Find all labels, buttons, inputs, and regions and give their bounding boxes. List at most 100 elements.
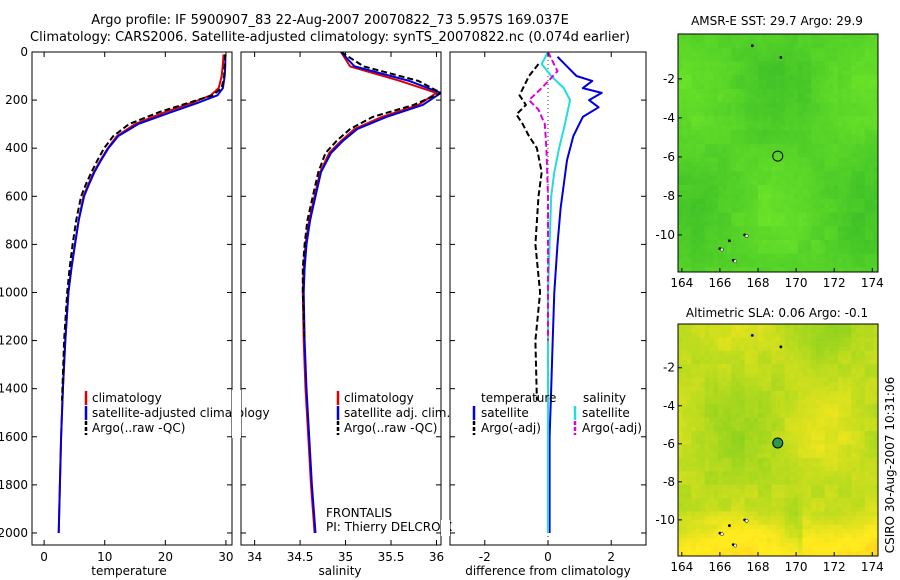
- map-cell: [731, 328, 737, 334]
- map-cell: [802, 102, 808, 108]
- map-cell: [713, 230, 719, 236]
- map-cell: [726, 125, 732, 131]
- map-cell: [766, 70, 772, 76]
- map-cell: [744, 462, 750, 468]
- map-cell: [838, 355, 843, 361]
- map-cell: [851, 373, 857, 378]
- map-cell: [762, 207, 768, 213]
- map-cell: [718, 102, 723, 108]
- map-cell: [682, 529, 688, 535]
- map-cell: [726, 253, 732, 259]
- temperature-series-climatology: [57, 54, 225, 534]
- map-cell: [744, 249, 750, 255]
- map-cell: [731, 267, 737, 273]
- map-cell: [766, 157, 772, 163]
- map-cell: [784, 180, 790, 186]
- map-cell: [829, 435, 834, 441]
- map-cell: [700, 111, 706, 117]
- map-cell: [780, 390, 786, 396]
- map-cell: [784, 98, 790, 104]
- map-cell: [851, 175, 857, 181]
- map-cell: [780, 547, 786, 552]
- map-cell: [740, 134, 746, 140]
- map-cell: [784, 198, 790, 204]
- map-cell: [758, 484, 763, 490]
- map-cell: [731, 533, 737, 539]
- map-cell: [775, 56, 781, 62]
- map-cell: [713, 417, 719, 423]
- map-cell: [735, 520, 741, 526]
- map-cell: [691, 185, 697, 191]
- map-cell: [753, 244, 759, 250]
- map-cell: [700, 489, 706, 494]
- map-cell: [731, 249, 737, 255]
- map-cell: [713, 116, 719, 122]
- map-cell: [713, 130, 719, 136]
- map-cell: [811, 198, 817, 204]
- map-cell: [860, 498, 866, 503]
- map-cell: [842, 153, 848, 158]
- map-cell: [726, 134, 732, 140]
- map-cell: [691, 230, 697, 236]
- map-cell: [762, 373, 768, 378]
- map-cell: [686, 457, 692, 463]
- map-cell: [744, 413, 750, 419]
- map-cell: [740, 217, 746, 223]
- map-cell: [869, 98, 874, 104]
- map-cell: [851, 120, 857, 126]
- map-cell: [735, 377, 741, 383]
- map-cell: [740, 166, 746, 172]
- map-cell: [740, 143, 746, 149]
- map-cell: [815, 337, 821, 343]
- map-cell: [678, 175, 683, 181]
- map-cell: [704, 239, 710, 245]
- map-cell: [873, 88, 879, 94]
- map-cell: [758, 194, 763, 200]
- map-cell: [700, 88, 706, 94]
- map-cell: [740, 88, 746, 94]
- map-cell: [824, 511, 830, 517]
- map-cell: [855, 471, 861, 477]
- map-cell: [753, 139, 759, 145]
- map-cell: [793, 480, 799, 486]
- map-cell: [864, 226, 870, 232]
- map-cell: [784, 189, 790, 195]
- map-cell: [740, 498, 746, 503]
- map-cell: [824, 79, 830, 85]
- map-cell: [722, 194, 728, 200]
- map-cell: [744, 390, 750, 396]
- map-cell: [704, 341, 710, 347]
- map-cell: [793, 56, 799, 62]
- map-cell: [838, 547, 843, 552]
- map-cell: [851, 171, 857, 177]
- map-cell: [811, 34, 817, 39]
- map-cell: [682, 162, 688, 168]
- map-cell: [718, 435, 723, 441]
- map-cell: [686, 382, 692, 387]
- map-cell: [718, 462, 723, 468]
- map-cell: [873, 162, 879, 168]
- map-cell: [864, 332, 870, 338]
- map-cell: [686, 239, 692, 245]
- map-cell: [718, 341, 723, 347]
- map-cell: [722, 239, 728, 245]
- map-cell: [815, 328, 821, 334]
- map-cell: [709, 166, 714, 172]
- map-cell: [833, 498, 839, 503]
- map-cell: [695, 364, 701, 370]
- map-cell: [686, 324, 692, 329]
- map-xtick-label: 164: [670, 560, 693, 574]
- map-cell: [824, 547, 830, 552]
- map-cell: [686, 489, 692, 494]
- map-cell: [695, 66, 701, 72]
- map-cell: [789, 431, 794, 436]
- map-cell: [713, 484, 719, 490]
- map-cell: [833, 382, 839, 387]
- map-cell: [860, 422, 866, 428]
- map-cell: [682, 502, 688, 508]
- map-cell: [811, 408, 817, 414]
- map-cell: [726, 355, 732, 361]
- map-cell: [860, 217, 866, 223]
- map-cell: [855, 359, 861, 365]
- map-cell: [758, 180, 763, 186]
